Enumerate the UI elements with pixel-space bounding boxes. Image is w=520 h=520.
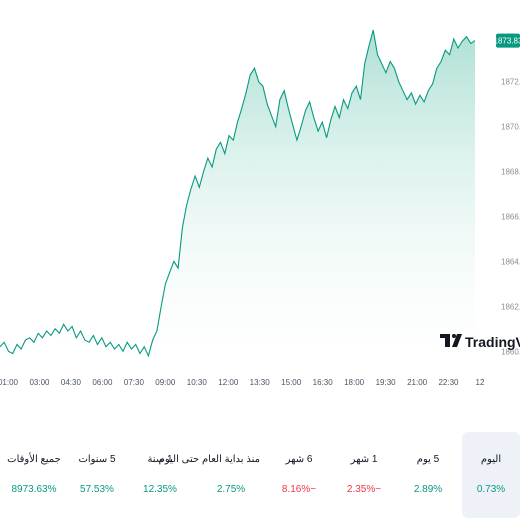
performance-period-value: 8973.63%: [11, 484, 57, 495]
performance-period-label: جميع الأوقات: [7, 454, 61, 465]
tradingview-logo-text: TradingView: [465, 334, 520, 350]
price-chart[interactable]: 1860.00 1862.00 1864.00 1866.00 1868.00 1870.…: [0, 0, 520, 432]
performance-period-label: اليوم: [480, 454, 502, 465]
y-tick-label: 1870.00: [501, 123, 520, 132]
tradingview-logo-icon: [440, 334, 462, 347]
x-tick-label: 06:00: [92, 378, 113, 387]
performance-bar: جميع الأوقات 8973.63% 5 سنوات 57.53% 1 سنة 12…: [0, 432, 520, 518]
performance-period-button[interactable]: 5 يوم 2.89%: [399, 432, 457, 518]
y-axis: 1860.00 1862.00 1864.00 1866.00 1868.00 1870.…: [501, 33, 520, 357]
x-axis: 01:00 03:00 04:30 06:00 07:30 09:00 10:30 12:00…: [0, 378, 485, 387]
x-tick-label: 22:30: [438, 378, 459, 387]
performance-period-button[interactable]: منذ بداية العام حتى اليوم 2.75%: [158, 432, 260, 518]
x-tick-label: 21:00: [407, 378, 428, 387]
x-tick-label: 03:00: [29, 378, 50, 387]
performance-period-value: 12.35%: [143, 484, 177, 495]
y-tick-label: 1868.00: [501, 168, 520, 177]
performance-period-button[interactable]: 6 شهر 8.16%−: [270, 432, 328, 518]
x-tick-label: 15:00: [281, 378, 302, 387]
x-tick-label: 04:30: [61, 378, 82, 387]
y-tick-label: 1860.00: [501, 347, 520, 356]
performance-period-value: 57.53%: [80, 484, 114, 495]
performance-period-value: 0.73%: [476, 484, 506, 495]
performance-period-button[interactable]: 5 سنوات 57.53%: [68, 432, 126, 518]
performance-period-value: 2.89%: [413, 484, 443, 495]
performance-period-button[interactable]: جميع الأوقات 8973.63%: [5, 432, 63, 518]
performance-period-value: 2.35%−: [346, 484, 382, 495]
y-tick-label: 1872.00: [501, 78, 520, 87]
x-tick-label: 12: [476, 378, 485, 387]
performance-period-button[interactable]: اليوم 0.73%: [462, 432, 520, 518]
performance-period-button[interactable]: 1 شهر 2.35%−: [335, 432, 393, 518]
tradingview-logo[interactable]: TradingView: [440, 334, 520, 350]
x-tick-label: 12:00: [218, 378, 239, 387]
x-tick-label: 01:00: [0, 378, 19, 387]
last-price-tag: 1873.83: [494, 33, 520, 48]
x-tick-label: 19:30: [376, 378, 397, 387]
price-line: [0, 29, 476, 358]
price-area: [0, 30, 475, 358]
x-tick-label: 18:00: [344, 378, 365, 387]
last-price-label: 1873.83: [494, 37, 520, 46]
y-tick-label: 1862.00: [501, 302, 520, 311]
x-tick-label: 13:30: [250, 378, 271, 387]
x-tick-label: 10:30: [187, 378, 208, 387]
performance-period-label: 5 سنوات: [78, 454, 116, 465]
performance-period-value: 2.75%: [216, 484, 246, 495]
y-tick-label: 1864.00: [501, 257, 520, 266]
x-tick-label: 16:30: [313, 378, 334, 387]
performance-period-label: 5 يوم: [416, 454, 440, 465]
performance-period-value: 8.16%−: [281, 484, 317, 495]
performance-period-label: 1 شهر: [350, 454, 378, 465]
performance-period-label: منذ بداية العام حتى اليوم: [158, 454, 260, 465]
performance-period-button[interactable]: 1 سنة 12.35%: [131, 432, 189, 518]
performance-period-label: 6 شهر: [285, 454, 313, 465]
x-tick-label: 07:30: [124, 378, 145, 387]
x-tick-label: 09:00: [155, 378, 176, 387]
y-tick-label: 1866.00: [501, 213, 520, 222]
performance-period-label: 1 سنة: [147, 454, 173, 465]
